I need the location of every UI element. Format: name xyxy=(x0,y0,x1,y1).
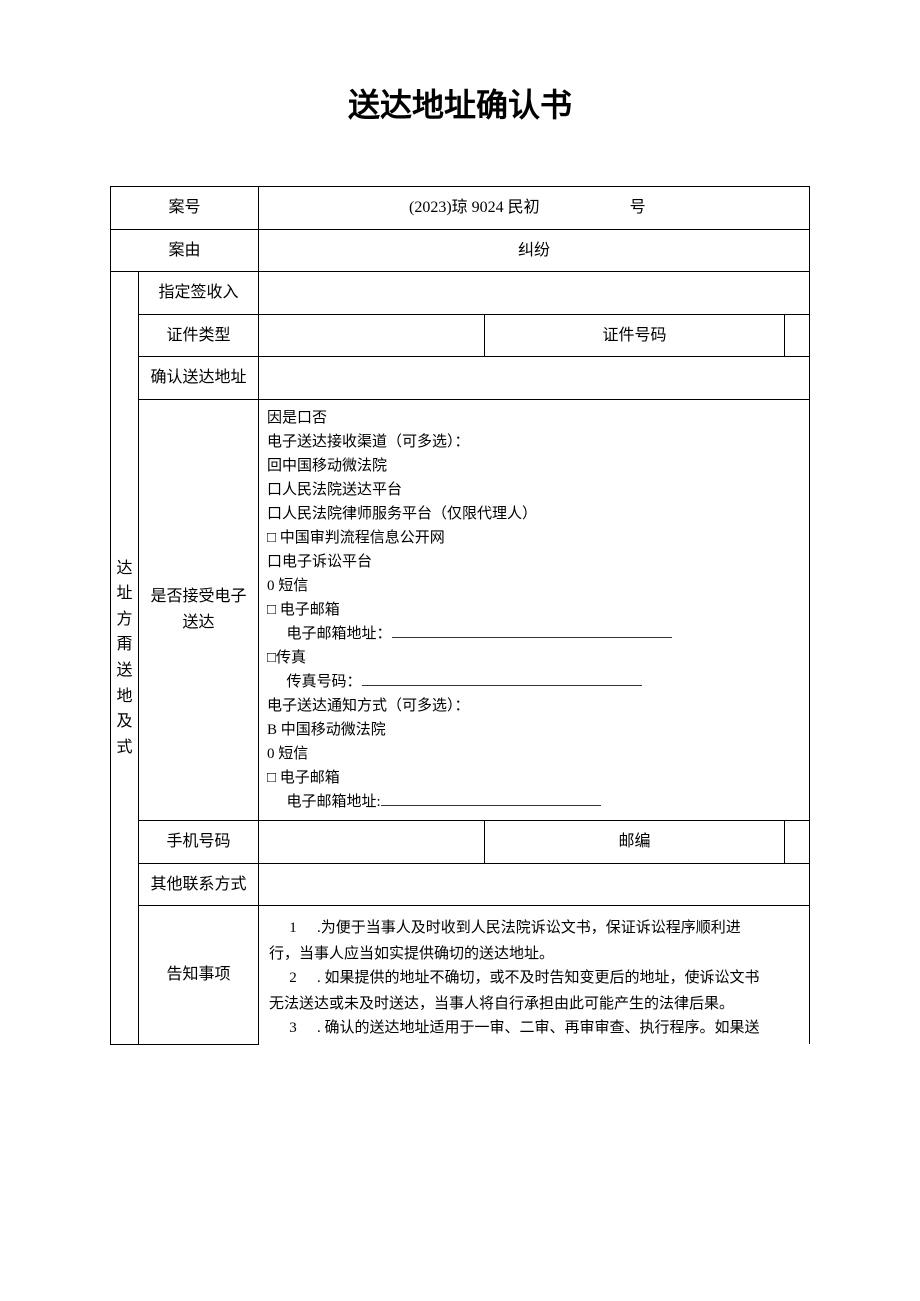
notice-p2b: 无法送达或未及时送达，当事人将自行承担由此可能产生的法律后果。 xyxy=(269,992,799,1016)
edelivery-ch-trial-info[interactable]: □ 中国审判流程信息公开网 xyxy=(267,526,801,550)
edelivery-notify-wechat[interactable]: B 中国移动微法院 xyxy=(267,718,801,742)
notice-p3a: . 确认的送达地址适用于一审、二审、再审审查、执行程序。如果送 xyxy=(317,1020,760,1036)
edelivery-options[interactable]: 因是口否 电子送达接收渠道（可多选）： 回中国移动微法院 口人民法院送达平台 口… xyxy=(259,399,810,820)
edelivery-notify-email-input[interactable] xyxy=(381,791,601,806)
recipient-value[interactable] xyxy=(259,272,810,315)
notice-body: 1.为便于当事人及时收到人民法院诉讼文书，保证诉讼程序顺利进 行，当事人应当如实… xyxy=(259,906,810,1045)
case-no-value: (2023)琼 9024 民初 号 xyxy=(259,187,810,230)
edelivery-yesno[interactable]: 因是口否 xyxy=(267,406,801,430)
postcode-label: 邮编 xyxy=(484,820,785,863)
edelivery-notify-email-label: 电子邮箱地址: xyxy=(287,794,381,810)
id-type-label: 证件类型 xyxy=(139,314,259,357)
case-no-suffix: 号 xyxy=(630,199,646,216)
edelivery-fax-input[interactable] xyxy=(362,671,642,686)
edelivery-ch-fax[interactable]: □传真 xyxy=(267,646,801,670)
edelivery-email-label: 电子邮箱地址： xyxy=(287,626,392,642)
notice-num-1: 1 xyxy=(269,916,317,940)
notice-num-3: 3 xyxy=(269,1016,317,1040)
edelivery-notify-email[interactable]: □ 电子邮箱 xyxy=(267,766,801,790)
confirm-addr-value[interactable] xyxy=(259,357,810,400)
edelivery-notify-email-field[interactable]: 电子邮箱地址: xyxy=(267,790,801,814)
case-no-label: 案号 xyxy=(111,187,259,230)
edelivery-fax-label: 传真号码： xyxy=(287,674,362,690)
phone-label: 手机号码 xyxy=(139,820,259,863)
edelivery-email-field[interactable]: 电子邮箱地址： xyxy=(267,622,801,646)
notice-p2a: . 如果提供的地址不确切，或不及时告知变更后的地址，使诉讼文书 xyxy=(317,970,760,986)
page-title: 送达地址确认书 xyxy=(110,80,810,126)
case-no-prefix: (2023)琼 9024 民初 xyxy=(409,199,540,216)
edelivery-ch-delivery-platform[interactable]: 口人民法院送达平台 xyxy=(267,478,801,502)
notice-p1a: .为便于当事人及时收到人民法院诉讼文书，保证诉讼程序顺利进 xyxy=(317,920,741,936)
phone-value[interactable] xyxy=(259,820,485,863)
recipient-label: 指定签收入 xyxy=(139,272,259,315)
postcode-value[interactable] xyxy=(785,820,810,863)
id-no-value[interactable] xyxy=(785,314,810,357)
edelivery-ch-sms[interactable]: 0 短信 xyxy=(267,574,801,598)
edelivery-notify-title: 电子送达通知方式（可多选）： xyxy=(267,694,801,718)
edelivery-fax-field[interactable]: 传真号码： xyxy=(267,670,801,694)
edelivery-ch-lawyer-platform[interactable]: 口人民法院律师服务平台（仅限代理人） xyxy=(267,502,801,526)
notice-num-2: 2 xyxy=(269,966,317,990)
edelivery-notify-sms[interactable]: 0 短信 xyxy=(267,742,801,766)
confirmation-table: 案号 (2023)琼 9024 民初 号 案由 纠纷 达址方甭送地及式 指定签收入… xyxy=(110,186,810,1045)
id-no-label: 证件号码 xyxy=(484,314,785,357)
edelivery-ch-email[interactable]: □ 电子邮箱 xyxy=(267,598,801,622)
side-label-delivery: 达址方甭送地及式 xyxy=(111,272,139,1044)
edelivery-email-input[interactable] xyxy=(392,623,672,638)
cause-value: 纠纷 xyxy=(259,229,810,272)
cause-label: 案由 xyxy=(111,229,259,272)
edelivery-ch-elitigation[interactable]: 口电子诉讼平台 xyxy=(267,550,801,574)
id-type-value[interactable] xyxy=(259,314,485,357)
edelivery-channels-title: 电子送达接收渠道（可多选）： xyxy=(267,430,801,454)
notice-side-label: 告知事项 xyxy=(139,906,259,1045)
notice-p1b: 行，当事人应当如实提供确切的送达地址。 xyxy=(269,942,799,966)
other-contact-label: 其他联系方式 xyxy=(139,863,259,906)
other-contact-value[interactable] xyxy=(259,863,810,906)
accept-edelivery-label: 是否接受电子送达 xyxy=(139,399,259,820)
confirm-addr-label: 确认送达地址 xyxy=(139,357,259,400)
edelivery-ch-wechat-court[interactable]: 回中国移动微法院 xyxy=(267,454,801,478)
